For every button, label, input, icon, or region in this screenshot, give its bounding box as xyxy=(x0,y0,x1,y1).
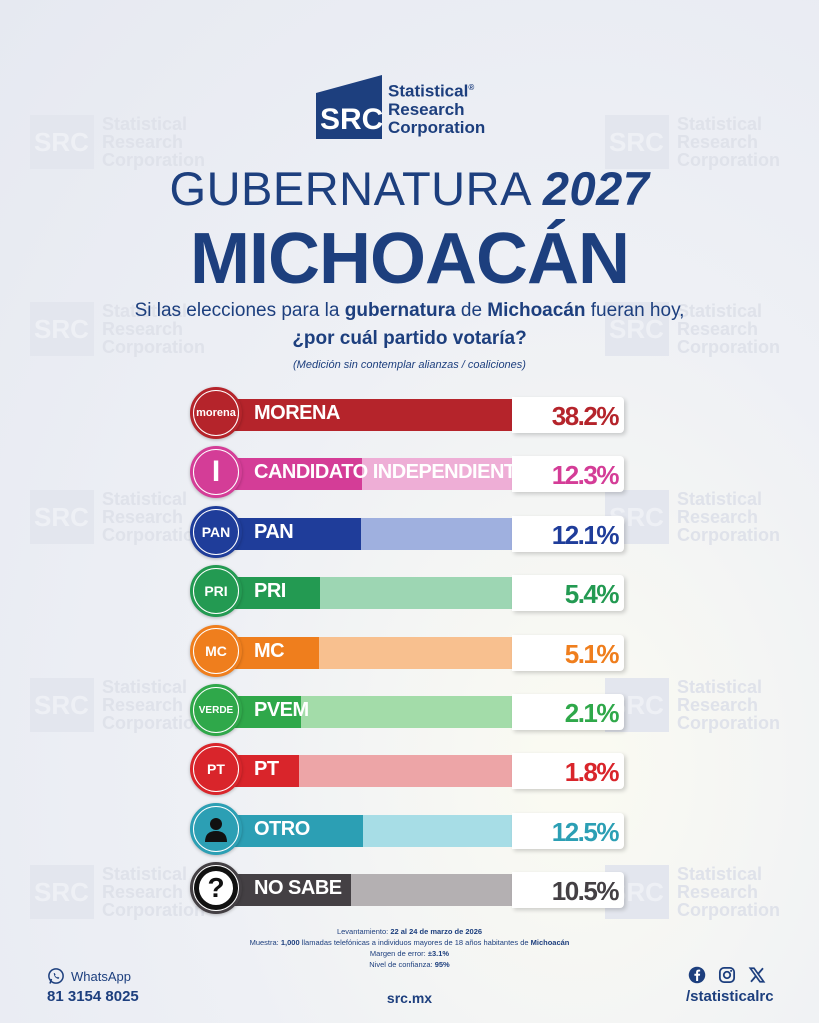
footer-muestra: Muestra: 1,000 llamadas telefónicas a in… xyxy=(249,938,570,947)
bar-row: OTRO 12.5% xyxy=(190,803,630,855)
bar xyxy=(218,399,518,431)
party-logo-mark: MC xyxy=(194,629,238,673)
bar-value-box: 12.5% xyxy=(512,813,624,849)
bar-row: CANDIDATO INDEPENDIENTE 12.3% I xyxy=(190,446,630,498)
brand-logo: SRC Statistical® Research Corporation xyxy=(316,75,485,139)
bar-value-box: 12.3% xyxy=(512,456,624,492)
src-logo-text: SRC xyxy=(320,103,382,136)
bar-value-box: 10.5% xyxy=(512,872,624,908)
party-logo: ? xyxy=(190,862,242,914)
watermark: SRC Statistical Research Corporation xyxy=(605,865,780,919)
party-logo: PAN xyxy=(190,506,242,558)
bar-category-label: MC xyxy=(254,640,285,662)
question-line1: Si las elecciones para la gubernatura de… xyxy=(134,300,685,321)
bar-value-box: 1.8% xyxy=(512,753,624,789)
bar-value-box: 5.4% xyxy=(512,575,624,611)
bar-value-label: 5.4% xyxy=(564,579,620,609)
x-icon[interactable] xyxy=(748,966,766,984)
party-logo xyxy=(190,803,242,855)
party-logo: PT xyxy=(190,743,242,795)
party-logo-mark: ? xyxy=(194,866,238,910)
watermark: SRC Statistical Research Corporation xyxy=(30,678,205,732)
bar-value-box: 5.1% xyxy=(512,635,624,671)
bar-row: PVEM 2.1% VERDE xyxy=(190,684,630,736)
bar-category-label: OTRO xyxy=(254,818,310,840)
bar-category-label: PVEM xyxy=(254,699,309,721)
party-logo: MC xyxy=(190,625,242,677)
chart-title-line1: GUBERNATURA 2027 xyxy=(169,162,650,215)
bar-value-box: 12.1% xyxy=(512,516,624,552)
bar-category-label: MORENA xyxy=(254,402,340,424)
bar-row: NO SABE 10.5%? xyxy=(190,862,630,914)
bar-value-box: 38.2% xyxy=(512,397,624,433)
bar-row: PT 1.8% PT xyxy=(190,743,630,795)
party-logo-mark: PAN xyxy=(194,510,238,554)
watermark: SRC Statistical Research Corporation xyxy=(605,678,780,732)
methodology-note: (Medición sin contemplar alianzas / coal… xyxy=(293,359,526,371)
bar-value-label: 2.1% xyxy=(564,698,620,728)
party-logo: morena xyxy=(190,387,242,439)
party-logo: VERDE xyxy=(190,684,242,736)
website-link[interactable]: src.mx xyxy=(386,990,433,1006)
footer-nivel: Nivel de confianza: 95% xyxy=(369,960,450,969)
bar-value-label: 10.5% xyxy=(551,876,620,906)
bar-category-label: CANDIDATO INDEPENDIENTE xyxy=(254,461,529,483)
bar-value-label: 1.8% xyxy=(564,757,620,787)
bar-category-label: PT xyxy=(254,758,279,780)
party-logo-mark: VERDE xyxy=(194,688,238,732)
instagram-icon[interactable] xyxy=(718,966,736,984)
watermark: SRC Statistical Research Corporation xyxy=(30,490,205,544)
social-icons xyxy=(688,966,766,984)
question-line2: ¿por cuál partido votaría? xyxy=(292,328,527,349)
party-logo-mark: I xyxy=(194,450,238,494)
person-icon xyxy=(205,818,227,842)
bar-value-label: 5.1% xyxy=(564,639,620,669)
watermark: SRC Statistical Research Corporation xyxy=(605,490,780,544)
footer-levantamiento: Levantamiento: 22 al 24 de marzo de 2026 xyxy=(336,927,483,936)
watermark: SRC Statistical Research Corporation xyxy=(30,865,205,919)
whatsapp-contact[interactable]: WhatsApp xyxy=(47,967,131,985)
bar-row: PAN 12.1% PAN xyxy=(190,506,630,558)
whatsapp-icon xyxy=(48,968,64,984)
party-logo-mark: PRI xyxy=(194,569,238,613)
bar xyxy=(218,458,362,490)
party-logo-mark xyxy=(194,807,238,851)
bar-value-label: 12.5% xyxy=(551,817,620,847)
footer-margen: Margen de error: ±3.1% xyxy=(369,949,450,958)
bar-value-label: 12.1% xyxy=(551,520,620,550)
chart-title-line2: MICHOACÁN xyxy=(190,219,630,299)
watermark: SRC Statistical Research Corporation xyxy=(605,115,780,169)
bar-value-label: 12.3% xyxy=(551,460,620,490)
bar-row: MC 5.1% MC xyxy=(190,625,630,677)
whatsapp-number[interactable]: 81 3154 8025 xyxy=(47,988,139,1005)
facebook-icon[interactable] xyxy=(688,966,706,984)
bar-row: PRI 5.4% PRI xyxy=(190,565,630,617)
watermark: SRC Statistical Research Corporation xyxy=(30,115,205,169)
party-logo: PRI xyxy=(190,565,242,617)
brand-name: Statistical® Research Corporation xyxy=(388,82,486,137)
bar xyxy=(218,815,363,847)
party-logo: I xyxy=(190,446,242,498)
bar-value-label: 38.2% xyxy=(551,401,620,431)
party-logo-mark: morena xyxy=(194,391,238,435)
bar-value-box: 2.1% xyxy=(512,694,624,730)
social-handle[interactable]: /statisticalrc xyxy=(686,988,774,1005)
bar-category-label: NO SABE xyxy=(254,877,342,899)
bar-row: MORENA 38.2% morena xyxy=(190,387,630,439)
bar-category-label: PAN xyxy=(254,521,294,543)
party-logo-mark: PT xyxy=(194,747,238,791)
bar-category-label: PRI xyxy=(254,580,286,602)
src-logo-mark: SRC xyxy=(316,75,382,139)
